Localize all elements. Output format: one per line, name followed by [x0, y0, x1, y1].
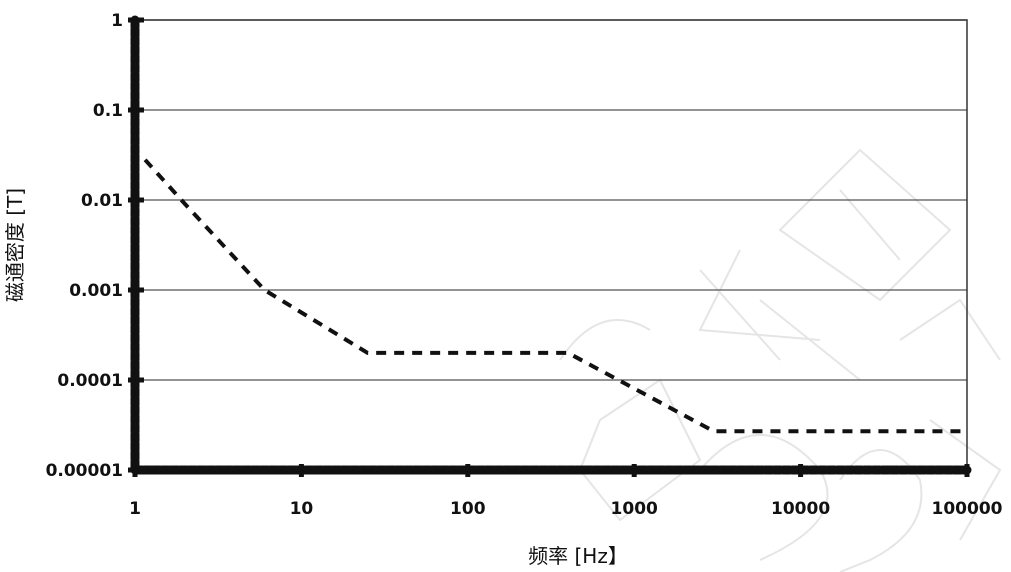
x-axis-title: 频率 [Hz】 — [528, 544, 628, 568]
y-tick-label: 0.00001 — [46, 461, 123, 481]
x-tick-labels: 1 10 100 1000 10000 100000 — [129, 499, 1003, 519]
series-layer — [143, 158, 967, 434]
y-axis-title: 磁通密度 [T] — [3, 188, 27, 302]
y-tick-label: 0.001 — [69, 281, 123, 301]
x-tick-label: 1 — [129, 499, 141, 519]
x-tick-label: 10000 — [771, 499, 830, 519]
y-tick-label: 0.1 — [93, 101, 123, 121]
grid — [135, 19, 967, 471]
watermark-glyph — [698, 249, 861, 381]
x-tick-label: 1000 — [611, 499, 658, 519]
watermark-glyph — [839, 449, 923, 572]
y-tick-label: 1 — [111, 11, 123, 31]
series-line-0 — [143, 158, 967, 434]
watermark-glyph — [899, 298, 1002, 541]
y-tick-label: 0.01 — [81, 191, 123, 211]
x-tick-label: 100 — [450, 499, 486, 519]
axes — [128, 15, 972, 477]
watermark-glyph — [559, 319, 651, 361]
watermark-glyph — [778, 148, 952, 302]
y-tick-labels: 0.00001 0.0001 0.001 0.01 0.1 1 — [46, 11, 123, 481]
watermark-glyph — [699, 434, 829, 561]
plot-frame — [134, 19, 968, 471]
x-tick-label: 100000 — [932, 499, 1003, 519]
y-tick-label: 0.0001 — [57, 371, 123, 391]
x-tick-label: 10 — [290, 499, 314, 519]
watermark-glyph — [578, 378, 702, 522]
